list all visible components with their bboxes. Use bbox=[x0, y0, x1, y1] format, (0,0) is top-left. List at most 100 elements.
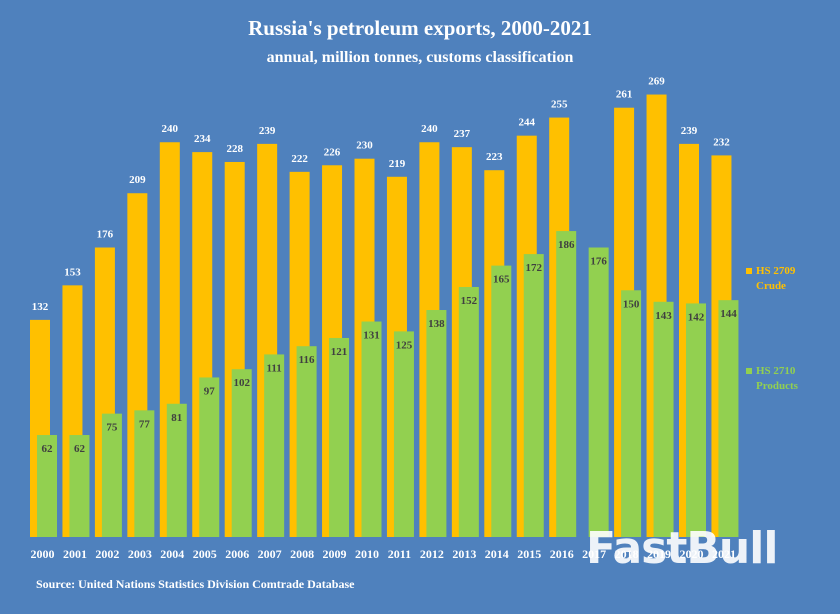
bar-products-2008 bbox=[296, 346, 317, 537]
x-tick-2001: 2001 bbox=[63, 547, 87, 561]
label-crude-2001: 153 bbox=[64, 266, 81, 278]
label-crude-2020: 239 bbox=[681, 125, 698, 137]
label-products-2017: 176 bbox=[590, 256, 607, 268]
label-crude-2012: 240 bbox=[421, 123, 438, 135]
label-products-2008: 116 bbox=[299, 354, 315, 366]
bar-products-2016 bbox=[556, 231, 577, 537]
label-products-2018: 150 bbox=[623, 298, 640, 310]
label-crude-2002: 176 bbox=[97, 229, 114, 241]
label-products-2002: 75 bbox=[106, 422, 118, 434]
label-crude-2009: 226 bbox=[324, 146, 341, 158]
legend-code-crude: HS 2709 bbox=[756, 265, 796, 277]
x-tick-2008: 2008 bbox=[290, 547, 314, 561]
bar-products-2014 bbox=[491, 265, 512, 537]
x-tick-2018: 2018 bbox=[615, 547, 639, 561]
label-crude-2011: 219 bbox=[389, 158, 406, 170]
bar-products-2011 bbox=[393, 331, 414, 537]
x-tick-2013: 2013 bbox=[452, 547, 476, 561]
label-crude-2016: 255 bbox=[551, 99, 568, 111]
watermark: FastBull bbox=[586, 523, 777, 574]
label-crude-2015: 244 bbox=[519, 117, 536, 129]
chart-title: Russia's petroleum exports, 2000-2021 bbox=[248, 16, 592, 40]
label-products-2001: 62 bbox=[74, 443, 86, 455]
bar-products-2021 bbox=[718, 300, 739, 537]
bar-products-2020 bbox=[686, 303, 706, 537]
label-crude-2005: 234 bbox=[194, 133, 211, 145]
legend-swatch-crude bbox=[746, 268, 752, 274]
label-products-2014: 165 bbox=[493, 274, 510, 286]
label-crude-2021: 232 bbox=[713, 136, 730, 148]
x-tick-2019: 2019 bbox=[647, 547, 671, 561]
x-tick-2014: 2014 bbox=[485, 547, 509, 561]
label-products-2007: 111 bbox=[267, 362, 282, 374]
label-crude-2013: 237 bbox=[454, 128, 471, 140]
label-crude-2010: 230 bbox=[356, 140, 373, 152]
label-products-2009: 121 bbox=[331, 346, 348, 358]
x-tick-2016: 2016 bbox=[550, 547, 574, 561]
label-crude-2003: 209 bbox=[129, 174, 146, 186]
x-tick-2011: 2011 bbox=[388, 547, 411, 561]
x-tick-2000: 2000 bbox=[31, 547, 55, 561]
label-products-2019: 143 bbox=[655, 310, 672, 322]
x-tick-2010: 2010 bbox=[355, 547, 379, 561]
bar-products-2009 bbox=[329, 337, 350, 537]
x-tick-2021: 2021 bbox=[712, 547, 736, 561]
label-products-2005: 97 bbox=[204, 385, 216, 397]
legend-swatch-products bbox=[746, 368, 752, 374]
x-tick-2007: 2007 bbox=[258, 547, 282, 561]
bar-products-2000 bbox=[37, 435, 57, 537]
x-tick-2015: 2015 bbox=[517, 547, 541, 561]
label-products-2013: 152 bbox=[461, 295, 478, 307]
bar-products-2003 bbox=[134, 410, 155, 537]
bar-products-2012 bbox=[426, 310, 447, 537]
x-tick-2017: 2017 bbox=[582, 547, 606, 561]
bar-products-2004 bbox=[166, 403, 187, 537]
label-products-2016: 186 bbox=[558, 239, 575, 251]
bar-products-2001 bbox=[69, 435, 90, 537]
x-tick-2004: 2004 bbox=[160, 547, 184, 561]
bar-products-2017 bbox=[588, 247, 609, 537]
bar-products-2018 bbox=[621, 290, 642, 537]
legend-label-crude: Crude bbox=[756, 280, 786, 292]
chart-subtitle: annual, million tonnes, customs classifi… bbox=[267, 49, 574, 66]
source-note: Source: United Nations Statistics Divisi… bbox=[36, 577, 355, 591]
legend: HS 2709 Crude HS 2710 Products bbox=[746, 265, 799, 392]
label-products-2020: 142 bbox=[688, 311, 705, 323]
label-products-2006: 102 bbox=[233, 377, 250, 389]
x-tick-2006: 2006 bbox=[225, 547, 249, 561]
legend-code-products: HS 2710 bbox=[756, 365, 796, 377]
label-crude-2008: 222 bbox=[291, 153, 308, 165]
legend-label-products: Products bbox=[756, 380, 799, 392]
x-tick-2012: 2012 bbox=[420, 547, 444, 561]
x-tick-2020: 2020 bbox=[680, 547, 704, 561]
bar-products-2005 bbox=[199, 377, 220, 537]
plot-area: 132 62 2000 153 62 2001 176 75 2002 209 77 2003 240 8… bbox=[30, 76, 739, 561]
label-products-2011: 125 bbox=[396, 339, 413, 351]
x-tick-2009: 2009 bbox=[323, 547, 347, 561]
label-products-2015: 172 bbox=[526, 262, 543, 274]
label-products-2010: 131 bbox=[363, 330, 380, 342]
label-crude-2000: 132 bbox=[32, 301, 49, 313]
label-crude-2006: 228 bbox=[226, 143, 243, 155]
label-products-2003: 77 bbox=[139, 418, 151, 430]
label-crude-2004: 240 bbox=[162, 123, 179, 135]
label-crude-2014: 223 bbox=[486, 151, 503, 163]
label-crude-2019: 269 bbox=[648, 76, 665, 88]
bar-products-2006 bbox=[231, 369, 252, 537]
label-products-2012: 138 bbox=[428, 318, 445, 330]
bar-products-2010 bbox=[361, 321, 382, 537]
label-crude-2007: 239 bbox=[259, 125, 276, 137]
bar-products-2019 bbox=[653, 301, 674, 537]
bar-products-2015 bbox=[523, 254, 544, 537]
bar-products-2007 bbox=[264, 354, 285, 537]
label-products-2000: 62 bbox=[42, 443, 54, 455]
label-products-2021: 144 bbox=[720, 308, 737, 320]
bar-products-2013 bbox=[458, 286, 479, 537]
label-crude-2018: 261 bbox=[616, 89, 633, 101]
x-tick-2003: 2003 bbox=[128, 547, 152, 561]
x-tick-2002: 2002 bbox=[95, 547, 119, 561]
label-products-2004: 81 bbox=[171, 412, 182, 424]
x-tick-2005: 2005 bbox=[193, 547, 217, 561]
bar-products-2002 bbox=[101, 413, 122, 537]
